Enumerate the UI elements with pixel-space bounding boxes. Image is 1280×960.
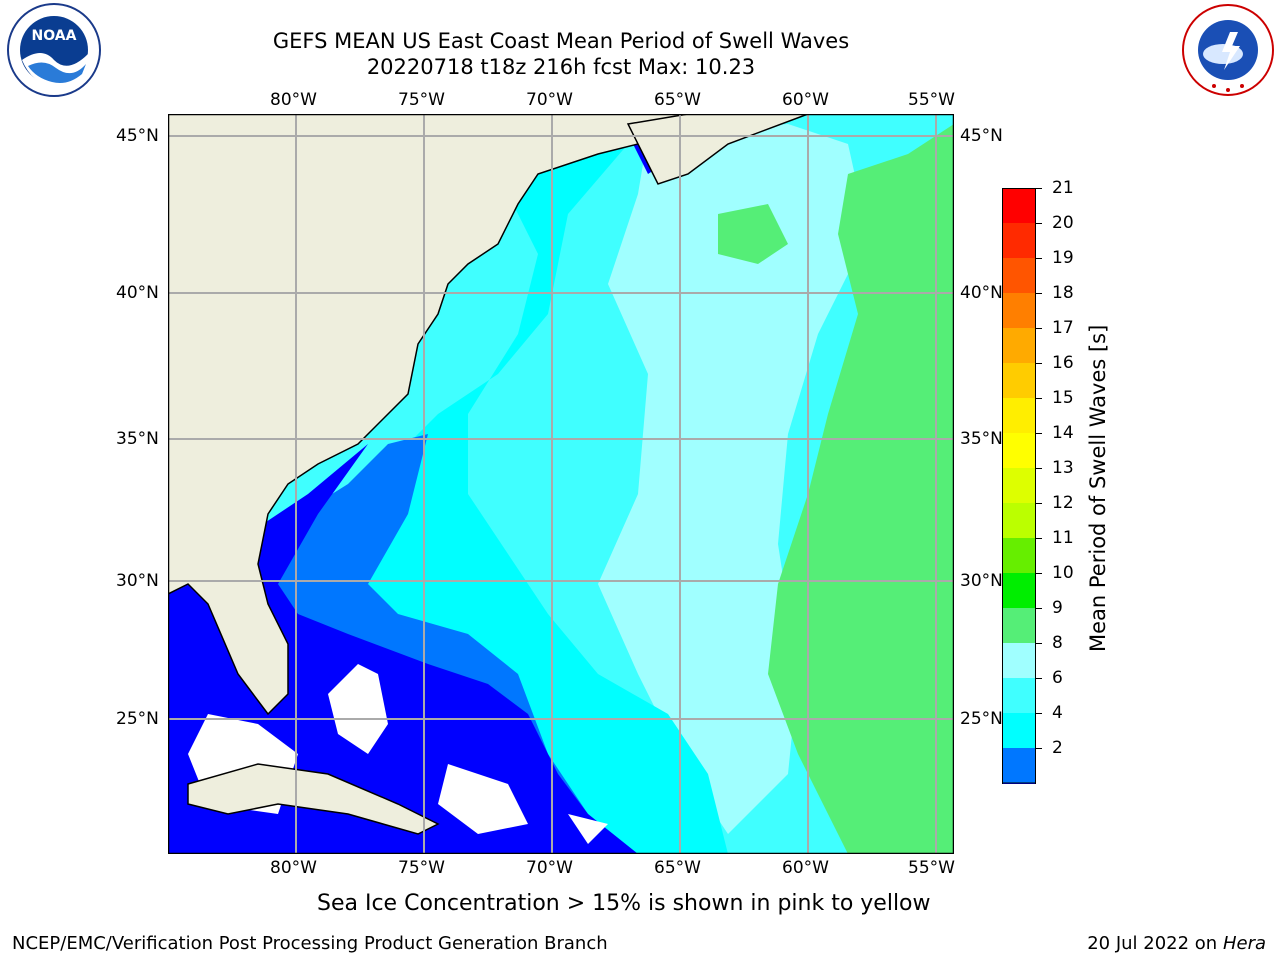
lat-label-right: 25°N	[960, 709, 1003, 729]
nws-logo	[1178, 2, 1278, 98]
colorbar-tick	[1036, 608, 1042, 609]
colorbar-tick	[1036, 258, 1042, 259]
footer-date-text: 20 Jul 2022 on	[1087, 933, 1223, 954]
colorbar-segment	[1002, 398, 1036, 433]
colorbar-tick-label: 6	[1052, 668, 1063, 688]
colorbar-tick	[1036, 538, 1042, 539]
colorbar-tick-label: 13	[1052, 458, 1074, 478]
colorbar-segment	[1002, 748, 1036, 783]
colorbar-tick	[1036, 713, 1042, 714]
lon-label-top: 75°W	[398, 90, 445, 110]
colorbar-tick-label: 15	[1052, 388, 1074, 408]
lon-label-top: 65°W	[654, 90, 701, 110]
colorbar-segment	[1002, 433, 1036, 468]
colorbar-tick	[1036, 573, 1042, 574]
lon-label-bottom: 80°W	[270, 858, 317, 878]
colorbar-tick	[1036, 223, 1042, 224]
colorbar-segment	[1002, 468, 1036, 503]
colorbar-tick-label: 10	[1052, 563, 1074, 583]
lon-label-bottom: 75°W	[398, 858, 445, 878]
period-band-10-11-patch	[718, 204, 788, 264]
colorbar-tick	[1036, 188, 1042, 189]
lon-label-top: 55°W	[908, 90, 955, 110]
colorbar-tick	[1036, 678, 1042, 679]
chart-title: GEFS MEAN US East Coast Mean Period of S…	[272, 29, 850, 53]
colorbar-tick-label: 2	[1052, 738, 1063, 758]
lat-label-right: 35°N	[960, 429, 1003, 449]
colorbar-segment	[1002, 293, 1036, 328]
chart-subtitle: 20220718 t18z 216h fcst Max: 10.23	[366, 55, 756, 79]
colorbar	[1002, 188, 1036, 784]
colorbar-tick	[1036, 503, 1042, 504]
colorbar-tick-label: 4	[1052, 703, 1063, 723]
lat-label-left: 25°N	[116, 709, 159, 729]
sea-ice-caption: Sea Ice Concentration > 15% is shown in …	[317, 891, 931, 916]
footer-date: 20 Jul 2022 on Hera	[1087, 933, 1266, 955]
colorbar-segment	[1002, 678, 1036, 713]
colorbar-segment	[1002, 188, 1036, 223]
colorbar-tick	[1036, 433, 1042, 434]
colorbar-segment	[1002, 328, 1036, 363]
footer-credit: NCEP/EMC/Verification Post Processing Pr…	[12, 933, 608, 954]
colorbar-segment	[1002, 258, 1036, 293]
colorbar-tick-label: 9	[1052, 598, 1063, 618]
colorbar-tick-label: 16	[1052, 353, 1074, 373]
colorbar-tick-label: 17	[1052, 318, 1074, 338]
colorbar-tick	[1036, 748, 1042, 749]
land-cuba	[187, 763, 440, 835]
colorbar-segment	[1002, 643, 1036, 678]
footer-host: Hera	[1222, 933, 1266, 954]
lat-label-right: 40°N	[960, 283, 1003, 303]
colorbar-tick	[1036, 293, 1042, 294]
colorbar-tick	[1036, 328, 1042, 329]
colorbar-tick-label: 14	[1052, 423, 1074, 443]
colorbar-tick-label: 18	[1052, 283, 1074, 303]
colorbar-tick-label: 19	[1052, 248, 1074, 268]
colorbar-tick	[1036, 468, 1042, 469]
colorbar-tick-label: 21	[1052, 178, 1074, 198]
lat-label-left: 40°N	[116, 283, 159, 303]
colorbar-segment	[1002, 713, 1036, 748]
lon-label-bottom: 55°W	[908, 858, 955, 878]
colorbar-tick-label: 20	[1052, 213, 1074, 233]
colorbar-tick-label: 12	[1052, 493, 1074, 513]
colorbar-title: Mean Period of Swell Waves [s]	[1086, 324, 1110, 652]
colorbar-tick	[1036, 643, 1042, 644]
colorbar-tick-label: 11	[1052, 528, 1074, 548]
colorbar-tick-label: 8	[1052, 633, 1063, 653]
land-nova-scotia	[626, 114, 809, 185]
noaa-logo-text: NOAA	[32, 28, 77, 44]
colorbar-segment	[1002, 503, 1036, 538]
lat-label-left: 35°N	[116, 429, 159, 449]
map-panel	[168, 114, 954, 854]
lat-label-left: 30°N	[116, 571, 159, 591]
colorbar-tick	[1036, 363, 1042, 364]
period-band-10-11	[768, 124, 954, 854]
lat-label-right: 45°N	[960, 126, 1003, 146]
colorbar-segment	[1002, 538, 1036, 573]
map-grid	[168, 114, 954, 854]
lon-label-bottom: 60°W	[782, 858, 829, 878]
no-data-bahamas	[188, 664, 608, 844]
lon-label-top: 80°W	[270, 90, 317, 110]
land-north-america	[168, 114, 689, 716]
noaa-logo: NOAA	[2, 2, 106, 98]
colorbar-segment	[1002, 608, 1036, 643]
period-band-9-10	[598, 124, 868, 834]
colorbar-frame	[1002, 188, 1036, 784]
lon-label-top: 60°W	[782, 90, 829, 110]
lat-label-right: 30°N	[960, 571, 1003, 591]
colorbar-segment	[1002, 573, 1036, 608]
lon-label-top: 70°W	[526, 90, 573, 110]
colorbar-segment	[1002, 223, 1036, 258]
lat-label-left: 45°N	[116, 126, 159, 146]
lon-label-bottom: 70°W	[526, 858, 573, 878]
lon-label-bottom: 65°W	[654, 858, 701, 878]
colorbar-tick	[1036, 398, 1042, 399]
colorbar-segment	[1002, 363, 1036, 398]
